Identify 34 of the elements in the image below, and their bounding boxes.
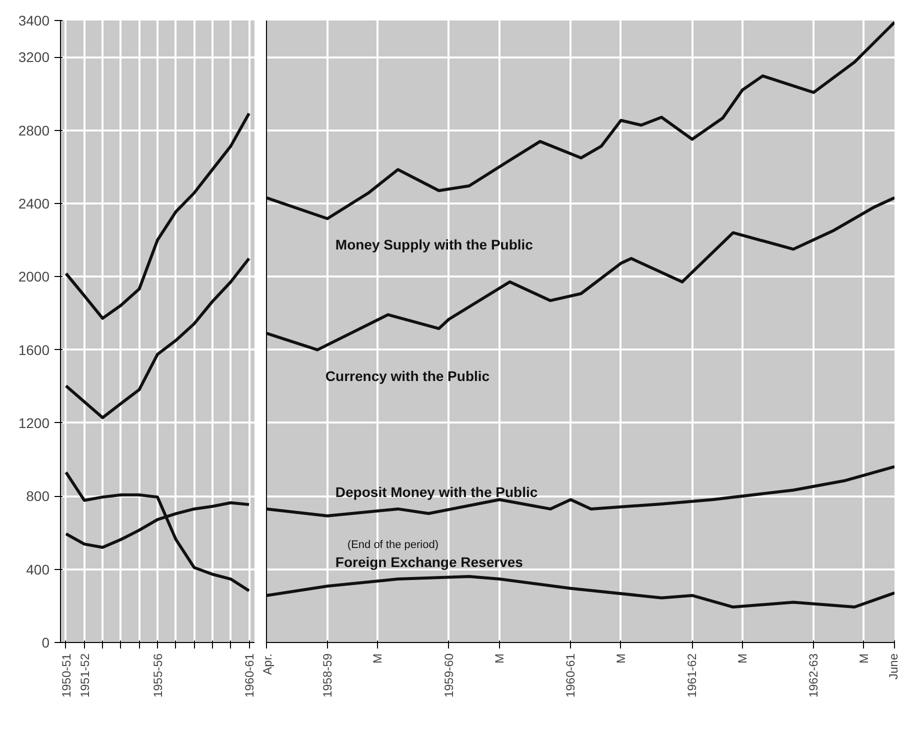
y-tick-label: 800 (26, 488, 50, 504)
x-tick-label: 1960-61 (242, 653, 257, 698)
x-tick-label: 1961-62 (685, 653, 700, 698)
series-label: Money Supply with the Public (335, 236, 534, 253)
y-tick-label: 0 (42, 634, 50, 650)
x-tick-label: 1958-59 (320, 653, 334, 698)
x-tick-label: 1950-51 (59, 653, 74, 698)
y-tick-label: 3200 (18, 49, 50, 66)
y-tick-label: 2400 (18, 195, 50, 212)
line-series (64, 470, 251, 592)
line-series (64, 112, 251, 320)
x-tick-label: Apr. (260, 653, 274, 675)
y-tick-label: 2800 (18, 122, 50, 138)
x-tick-label: 1951-52 (78, 653, 92, 698)
y-tick-label: 400 (26, 561, 50, 578)
y-tick-label: 1600 (18, 342, 50, 358)
x-tick-label: 1959-60 (442, 653, 456, 698)
x-tick-label: M (492, 653, 506, 664)
annotation: (End of the period) (347, 539, 439, 552)
x-tick-label: June (886, 653, 900, 680)
series-label: Currency with the Public (325, 368, 490, 384)
y-tick-label: 1200 (18, 414, 50, 431)
x-tick-label: 1960-61 (564, 653, 578, 698)
x-tick-label: M (735, 653, 750, 664)
y-tick-label: 3400 (18, 12, 50, 28)
x-tick-label: M (370, 653, 385, 664)
series-label: Foreign Exchange Reserves (335, 554, 524, 570)
x-tick-label: M (856, 653, 871, 664)
line-series (64, 257, 251, 420)
y-tick-label: 2000 (18, 268, 50, 285)
x-tick-label: M (614, 653, 628, 664)
x-tick-label: 1962-63 (806, 653, 821, 698)
series-label: Deposit Money with the Public (335, 484, 538, 500)
x-tick-label: 1955-56 (151, 653, 165, 698)
